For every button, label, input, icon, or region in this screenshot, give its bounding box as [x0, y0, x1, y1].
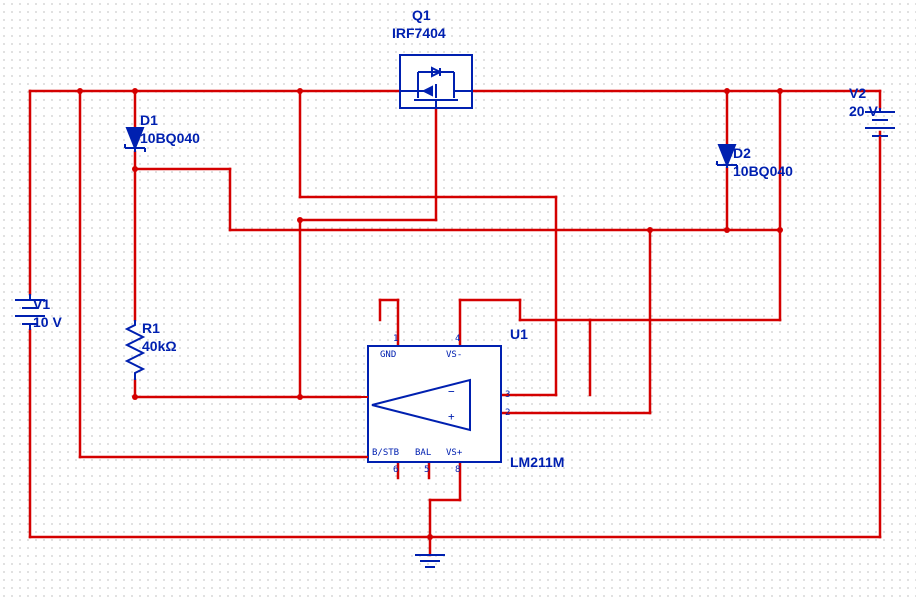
r1-ref-label: R1 [142, 320, 160, 336]
pin4: 4 [455, 334, 460, 344]
pin8: 8 [455, 465, 460, 475]
v1-ref-label: V1 [33, 296, 50, 312]
pin5: 5 [424, 465, 429, 475]
d1-val-label: 10BQ040 [140, 130, 200, 146]
u1-val-label: LM211M [510, 454, 564, 470]
circuit-diagram [0, 0, 916, 602]
vsm-text: VS- [446, 350, 462, 360]
bal-text: BAL [415, 448, 431, 458]
vsp-text: VS+ [446, 448, 462, 458]
pin2: 2 [505, 408, 510, 418]
v2-ref-label: V2 [849, 85, 866, 101]
v2-val-label: 20 V [849, 103, 878, 119]
minus-text: − [448, 385, 455, 398]
plus-text: + [448, 410, 455, 423]
pin3: 3 [505, 390, 510, 400]
u1-ref-label: U1 [510, 326, 528, 342]
r1-val-label: 40kΩ [142, 338, 177, 354]
pin6: 6 [393, 465, 398, 475]
bstb-text: B/STB [372, 448, 399, 458]
pin1: 1 [393, 334, 398, 344]
v1-val-label: 10 V [33, 314, 62, 330]
d1-ref-label: D1 [140, 112, 158, 128]
q1-ref-label: Q1 [412, 7, 431, 23]
d2-val-label: 10BQ040 [733, 163, 793, 179]
q1-val-label: IRF7404 [392, 25, 446, 41]
d2-ref-label: D2 [733, 145, 751, 161]
gnd-text: GND [380, 350, 396, 360]
